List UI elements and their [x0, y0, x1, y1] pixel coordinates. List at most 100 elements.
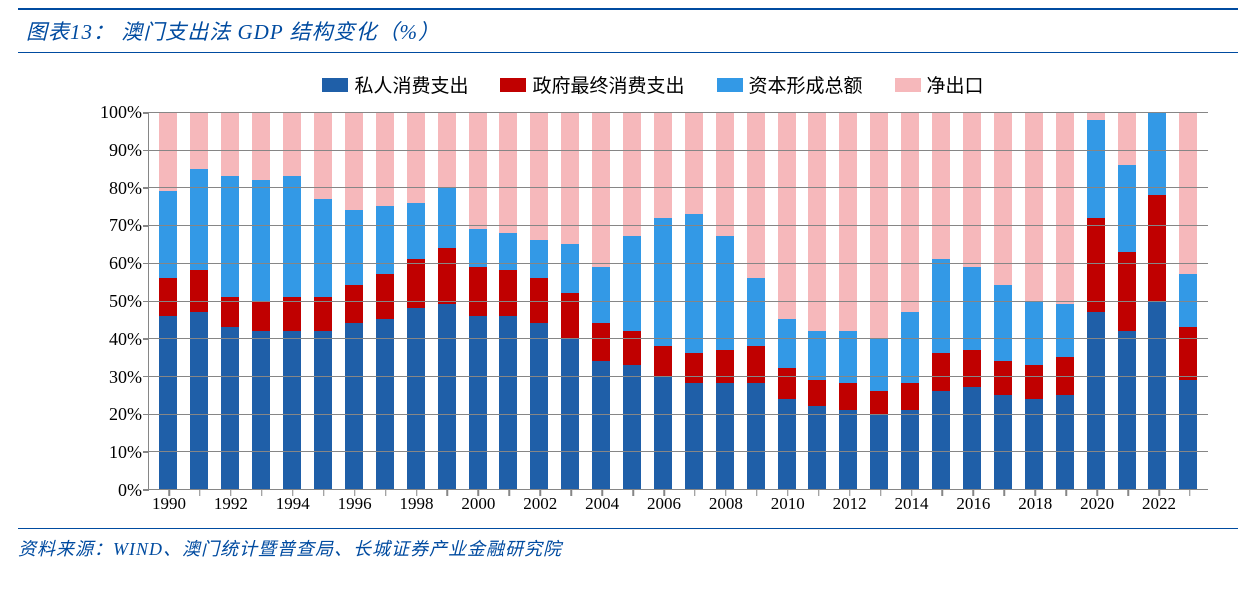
plot-area — [148, 112, 1208, 490]
x-tick-label: 2010 — [771, 494, 805, 513]
bar-segment-capital — [345, 210, 363, 285]
bar-segment-gov — [499, 270, 517, 315]
x-tick-mark — [292, 490, 294, 496]
bar-segment-netexport — [283, 112, 301, 176]
bar-segment-netexport — [747, 112, 765, 278]
bar-segment-gov — [932, 353, 950, 391]
x-tick — [186, 494, 214, 514]
x-tick — [495, 494, 523, 514]
bar-segment-netexport — [592, 112, 610, 267]
x-tick-mark — [478, 490, 480, 496]
bar-segment-capital — [407, 203, 425, 260]
x-tick — [867, 494, 895, 514]
bar-segment-private — [1118, 331, 1136, 489]
x-tick: 2002 — [523, 494, 557, 514]
bar-segment-private — [252, 331, 270, 489]
x-tick-mark — [787, 490, 789, 496]
bar-segment-netexport — [716, 112, 734, 236]
bar-segment-gov — [747, 346, 765, 384]
x-tick-mark — [1158, 490, 1160, 496]
x-axis: 1990199219941996199820002002200420062008… — [148, 490, 1208, 514]
x-tick — [681, 494, 709, 514]
x-tick — [434, 494, 462, 514]
bar-segment-gov — [159, 278, 177, 316]
bar-segment-private — [345, 323, 363, 489]
x-tick-mark — [323, 490, 325, 496]
bar-segment-netexport — [1056, 112, 1074, 304]
bar-segment-capital — [561, 244, 579, 293]
legend-item-gov: 政府最终消费支出 — [500, 71, 684, 98]
x-tick-mark — [601, 490, 603, 496]
bar-segment-netexport — [1087, 112, 1105, 120]
bar-segment-capital — [963, 267, 981, 350]
x-tick: 2016 — [956, 494, 990, 514]
bar-segment-capital — [747, 278, 765, 346]
bar-segment-gov — [1025, 365, 1043, 399]
bar-segment-netexport — [221, 112, 239, 176]
bar-segment-gov — [808, 380, 826, 406]
bar-segment-private — [314, 331, 332, 489]
figure-title-bar: 图表13： 澳门支出法 GDP 结构变化（%） — [18, 8, 1238, 53]
bar-segment-netexport — [901, 112, 919, 312]
bar-segment-gov — [654, 346, 672, 376]
bar-segment-gov — [376, 274, 394, 319]
bar-segment-netexport — [499, 112, 517, 233]
x-tick-label: 2016 — [956, 494, 990, 513]
bar-segment-capital — [221, 176, 239, 297]
x-tick-mark — [570, 490, 572, 496]
bar-segment-netexport — [839, 112, 857, 331]
bar-segment-private — [808, 406, 826, 489]
x-tick-label: 2004 — [585, 494, 619, 513]
x-tick-label: 2008 — [709, 494, 743, 513]
x-tick-mark — [385, 490, 387, 496]
bar-segment-capital — [1025, 301, 1043, 365]
legend-item-private: 私人消费支出 — [322, 71, 468, 98]
bar-segment-netexport — [314, 112, 332, 199]
bar-segment-gov — [314, 297, 332, 331]
bar-segment-private — [530, 323, 548, 489]
x-tick-mark — [911, 490, 913, 496]
x-tick-mark — [230, 490, 232, 496]
bar-segment-netexport — [654, 112, 672, 218]
bar-segment-capital — [499, 233, 517, 271]
x-tick-label: 1996 — [338, 494, 372, 513]
x-tick-label: 1998 — [400, 494, 434, 513]
legend-label-capital: 资本形成总额 — [749, 71, 863, 98]
bar-segment-gov — [778, 368, 796, 398]
x-tick-mark — [663, 490, 665, 496]
bar-segment-capital — [901, 312, 919, 384]
x-tick: 2020 — [1080, 494, 1114, 514]
x-tick-mark — [354, 490, 356, 496]
x-tick-mark — [818, 490, 820, 496]
bar-segment-gov — [901, 383, 919, 409]
bar-segment-private — [592, 361, 610, 489]
y-axis: 100%90%80%70%60%50%40%30%20%10%0% — [88, 112, 142, 490]
x-tick-mark — [447, 490, 449, 496]
bar-segment-private — [1056, 395, 1074, 489]
x-tick: 2010 — [771, 494, 805, 514]
bar-segment-netexport — [778, 112, 796, 319]
x-tick-label: 2002 — [523, 494, 557, 513]
y-tick-mark — [143, 301, 149, 303]
x-tick-label: 2006 — [647, 494, 681, 513]
bar-segment-private — [1179, 380, 1197, 489]
y-tick-mark — [143, 150, 149, 152]
bar-segment-private — [221, 327, 239, 489]
x-tick: 2012 — [833, 494, 867, 514]
x-tick-label: 1994 — [276, 494, 310, 513]
bar-segment-gov — [994, 361, 1012, 395]
x-tick-mark — [1035, 490, 1037, 496]
bar-segment-private — [685, 383, 703, 489]
y-tick-mark — [143, 112, 149, 114]
bar-segment-capital — [1056, 304, 1074, 357]
bar-segment-netexport — [469, 112, 487, 229]
bar-segment-private — [716, 383, 734, 489]
x-tick-label: 2012 — [833, 494, 867, 513]
x-tick-mark — [199, 490, 201, 496]
bar-segment-gov — [685, 353, 703, 383]
bar-segment-capital — [870, 338, 888, 391]
bar-segment-private — [778, 399, 796, 489]
bar-segment-gov — [252, 301, 270, 331]
legend-label-netexport: 净出口 — [927, 71, 984, 98]
bar-segment-netexport — [530, 112, 548, 240]
